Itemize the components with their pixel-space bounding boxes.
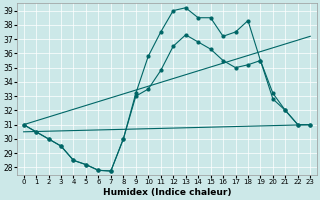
X-axis label: Humidex (Indice chaleur): Humidex (Indice chaleur) [103, 188, 231, 197]
